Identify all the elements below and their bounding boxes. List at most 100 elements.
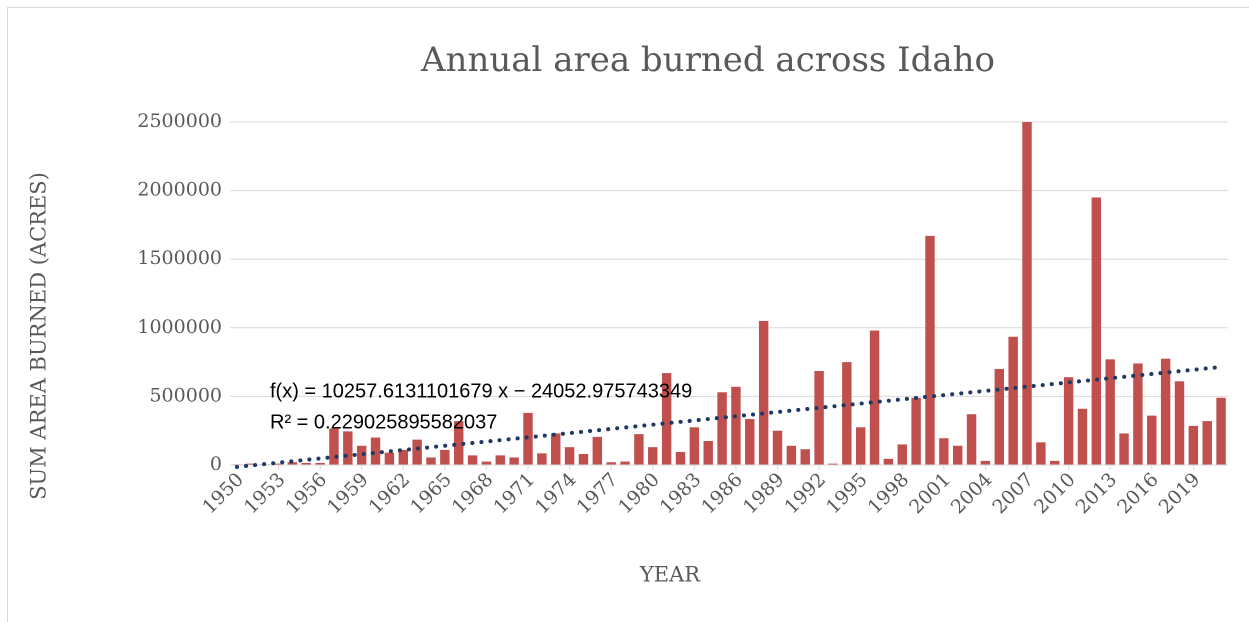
bar xyxy=(634,434,644,465)
bar xyxy=(897,444,907,465)
x-tick-label: 1971 xyxy=(489,469,539,519)
bar xyxy=(495,455,506,465)
bar xyxy=(745,419,755,465)
x-tick-label: 1953 xyxy=(240,469,290,519)
bar xyxy=(412,439,422,465)
bar xyxy=(453,421,464,465)
bar xyxy=(481,461,492,465)
bar xyxy=(689,427,700,465)
x-tick-label: 1998 xyxy=(864,469,914,519)
chart-frame xyxy=(7,7,1249,622)
bar xyxy=(648,447,658,465)
y-tick-label: 2500000 xyxy=(137,110,222,132)
bar xyxy=(606,462,616,465)
bar xyxy=(1091,197,1102,465)
bar xyxy=(717,392,727,465)
x-tick-label: 2013 xyxy=(1072,469,1122,519)
bar xyxy=(1063,377,1074,465)
bar xyxy=(828,463,838,465)
bar xyxy=(384,452,395,465)
x-tick-label: 1956 xyxy=(281,469,331,519)
x-tick-label: 2004 xyxy=(947,469,997,519)
bar xyxy=(1022,122,1032,465)
trendline-equation: f(x) = 10257.6131101679 x − 24052.975743… xyxy=(270,380,692,402)
bar xyxy=(246,463,256,465)
bar xyxy=(800,449,810,465)
x-tick-label: 1992 xyxy=(780,469,830,519)
x-tick-label: 1995 xyxy=(822,469,872,519)
x-tick-label: 1986 xyxy=(697,469,747,519)
x-tick-label: 2019 xyxy=(1155,469,1205,519)
x-tick-label: 1959 xyxy=(323,469,373,519)
x-tick-label: 1980 xyxy=(614,469,664,519)
bar xyxy=(786,445,797,465)
bar xyxy=(1160,358,1171,465)
bar xyxy=(994,368,1005,465)
x-axis-title: YEAR xyxy=(639,563,701,587)
bar xyxy=(911,397,921,465)
bar xyxy=(1077,408,1088,465)
chart-title: Annual area burned across Idaho xyxy=(420,40,995,80)
y-axis-title: SUM AREA BURNED (ACRES) xyxy=(27,172,51,500)
bar xyxy=(426,457,436,465)
bar xyxy=(980,460,991,465)
x-tick-label: 1977 xyxy=(573,469,623,519)
bar xyxy=(1008,336,1018,465)
trendline xyxy=(234,364,1224,469)
bar xyxy=(329,428,339,465)
bar xyxy=(578,454,589,465)
y-tick-label: 1000000 xyxy=(137,316,222,338)
bar xyxy=(1119,433,1129,465)
y-tick-label: 2000000 xyxy=(137,179,222,201)
bar xyxy=(772,430,783,465)
bar xyxy=(1147,415,1157,465)
bar xyxy=(620,461,630,465)
bar xyxy=(1174,381,1185,465)
bar xyxy=(273,463,284,465)
bar xyxy=(966,414,977,465)
x-tick-label: 2010 xyxy=(1030,469,1080,519)
bar xyxy=(842,362,852,465)
bar xyxy=(1036,442,1046,465)
x-tick-label: 1962 xyxy=(365,469,415,519)
bar xyxy=(315,462,325,465)
bar xyxy=(564,447,575,465)
bar xyxy=(1216,397,1226,465)
bar xyxy=(883,458,894,465)
bar xyxy=(537,453,547,465)
y-tick-label: 500000 xyxy=(149,384,222,406)
bar xyxy=(661,373,672,465)
bar xyxy=(509,457,519,465)
bar xyxy=(343,431,353,465)
bar xyxy=(551,433,561,465)
y-tick-label: 1500000 xyxy=(137,247,222,269)
x-tick-label: 1968 xyxy=(448,469,498,519)
trendline-r2: R² = 0.229025895582037 xyxy=(270,411,497,433)
bar xyxy=(1050,460,1060,465)
bar xyxy=(1202,421,1212,465)
x-tick-label: 1965 xyxy=(406,469,456,519)
bar xyxy=(370,437,381,465)
bar xyxy=(814,371,824,465)
bar xyxy=(731,386,741,465)
x-tick-label: 1983 xyxy=(656,469,706,519)
bar xyxy=(758,320,769,465)
bar xyxy=(1188,425,1199,465)
y-tick-label: 0 xyxy=(210,453,222,475)
bar xyxy=(592,436,603,465)
x-tick-label: 2016 xyxy=(1113,469,1163,519)
bar xyxy=(925,235,935,465)
bar xyxy=(855,427,866,465)
bar xyxy=(356,445,367,465)
bar xyxy=(287,462,298,465)
bar xyxy=(440,449,450,465)
bar xyxy=(301,462,311,465)
bar xyxy=(939,438,949,465)
x-tick-label: 1950 xyxy=(198,469,248,519)
bar xyxy=(675,451,686,465)
x-tick-label: 1974 xyxy=(531,469,581,519)
bar xyxy=(1105,359,1115,465)
bar xyxy=(952,445,963,465)
bar xyxy=(869,330,880,465)
